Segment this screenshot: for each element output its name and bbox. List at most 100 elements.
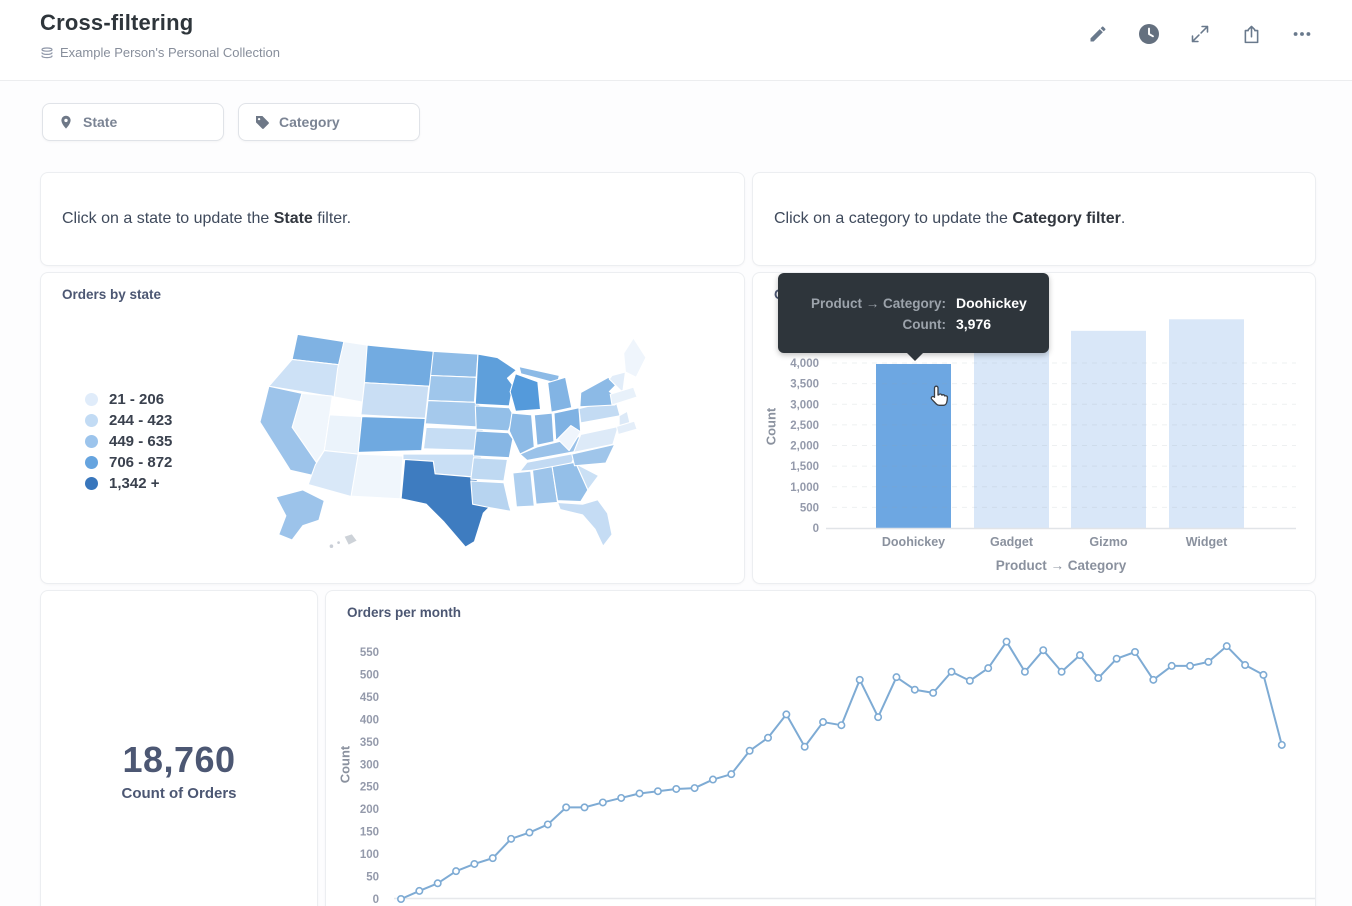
state-ga[interactable] [551, 461, 589, 503]
state-sc[interactable] [575, 463, 600, 491]
state-fl[interactable] [556, 499, 613, 547]
data-point[interactable] [874, 713, 883, 722]
data-point[interactable] [727, 770, 736, 779]
state-ak[interactable] [275, 489, 325, 541]
state-mo[interactable] [472, 430, 514, 459]
data-point[interactable] [800, 742, 809, 751]
tooltip-row: Product → Category: Doohickey [810, 294, 1027, 311]
collection-breadcrumb[interactable]: Example Person's Personal Collection [40, 45, 280, 60]
data-point[interactable] [488, 854, 497, 863]
data-point[interactable] [1130, 647, 1139, 656]
state-nc[interactable] [571, 443, 616, 467]
data-point[interactable] [855, 675, 864, 684]
state-hi[interactable] [343, 533, 358, 546]
data-point[interactable] [598, 798, 607, 807]
state-wi[interactable] [509, 373, 542, 412]
state-sd[interactable] [427, 374, 477, 403]
data-point[interactable] [910, 685, 919, 694]
state-il[interactable] [508, 412, 535, 455]
data-point[interactable] [745, 746, 754, 755]
data-point[interactable] [1112, 654, 1121, 663]
filter-category[interactable]: Category [238, 103, 420, 141]
data-point[interactable] [1259, 670, 1268, 679]
state-ut[interactable] [323, 414, 363, 455]
scalar-value[interactable]: 18,760 [122, 739, 236, 780]
data-point[interactable] [1149, 675, 1158, 684]
data-point[interactable] [1277, 740, 1286, 749]
data-point[interactable] [433, 879, 442, 888]
data-point[interactable] [653, 787, 662, 796]
filter-state[interactable]: State [42, 103, 224, 141]
data-point[interactable] [1186, 661, 1195, 670]
data-point[interactable] [397, 894, 406, 903]
card-title-orders-by-state[interactable]: Orders by state [62, 287, 162, 302]
data-point[interactable] [617, 793, 626, 802]
state-mact[interactable] [609, 386, 638, 406]
state-va[interactable] [573, 425, 619, 453]
state-ms[interactable] [512, 470, 535, 508]
state-wv[interactable] [556, 425, 582, 452]
data-point[interactable] [415, 886, 424, 895]
share-button[interactable] [1239, 22, 1263, 46]
data-point[interactable] [708, 775, 717, 784]
fullscreen-button[interactable] [1188, 22, 1212, 46]
data-point[interactable] [672, 784, 681, 793]
bar-widget[interactable] [1169, 319, 1244, 528]
data-point[interactable] [1167, 661, 1176, 670]
state-mt[interactable] [363, 344, 434, 387]
state-wy[interactable] [360, 382, 430, 419]
state-co[interactable] [357, 416, 426, 453]
auto-refresh-button[interactable] [1137, 22, 1161, 46]
data-point[interactable] [892, 673, 901, 682]
collection-icon [41, 46, 53, 58]
data-point[interactable] [452, 867, 461, 876]
edit-dashboard-button[interactable] [1086, 22, 1110, 46]
state-ia[interactable] [474, 405, 515, 432]
state-nd[interactable] [430, 350, 479, 378]
data-point[interactable] [1075, 651, 1084, 660]
data-point[interactable] [1057, 667, 1066, 676]
svg-text:50: 50 [366, 872, 379, 884]
state-mdde[interactable] [615, 420, 638, 436]
state-mn[interactable] [474, 353, 517, 407]
state-id[interactable] [333, 341, 368, 403]
data-point[interactable] [1241, 661, 1250, 670]
more-menu-button[interactable] [1290, 22, 1314, 46]
line-chart[interactable]: 0 50 100 150 200 250 300 350 400 450 500 550 [326, 591, 1316, 906]
bar-gadget[interactable] [974, 324, 1049, 528]
data-point[interactable] [819, 718, 828, 727]
data-point[interactable] [763, 733, 772, 742]
data-point[interactable] [782, 710, 791, 719]
data-point[interactable] [1222, 642, 1231, 651]
card-title-orders-per-month[interactable]: Orders per month [347, 605, 462, 620]
state-mi[interactable] [547, 376, 573, 413]
data-point[interactable] [1204, 657, 1213, 666]
data-point[interactable] [929, 688, 938, 697]
bar-gizmo[interactable] [1071, 330, 1146, 528]
data-point[interactable] [965, 676, 974, 685]
legend-label: 449 - 635 [109, 433, 173, 450]
data-point[interactable] [947, 667, 956, 676]
data-point[interactable] [1020, 667, 1029, 676]
data-point[interactable] [984, 664, 993, 673]
data-point[interactable] [543, 820, 552, 829]
state-me[interactable] [623, 337, 647, 378]
data-point[interactable] [1039, 646, 1048, 655]
state-in[interactable] [533, 412, 555, 446]
us-choropleth-map[interactable] [251, 321, 671, 573]
data-point[interactable] [562, 803, 571, 812]
data-point[interactable] [837, 721, 846, 730]
state-az[interactable] [307, 450, 359, 498]
data-point[interactable] [635, 789, 644, 798]
data-point[interactable] [1094, 674, 1103, 683]
data-point[interactable] [1002, 637, 1011, 646]
state-nm[interactable] [350, 453, 404, 500]
data-point[interactable] [580, 803, 589, 812]
state-la[interactable] [470, 480, 512, 512]
bar-chart[interactable]: 0 500 1,000 1,500 2,000 2,500 3,000 3,500 4,000 D… [753, 273, 1316, 584]
data-point[interactable] [525, 828, 534, 837]
data-point[interactable] [507, 834, 516, 843]
data-point[interactable] [690, 784, 699, 793]
state-ar[interactable] [470, 457, 509, 482]
data-point[interactable] [470, 859, 479, 868]
